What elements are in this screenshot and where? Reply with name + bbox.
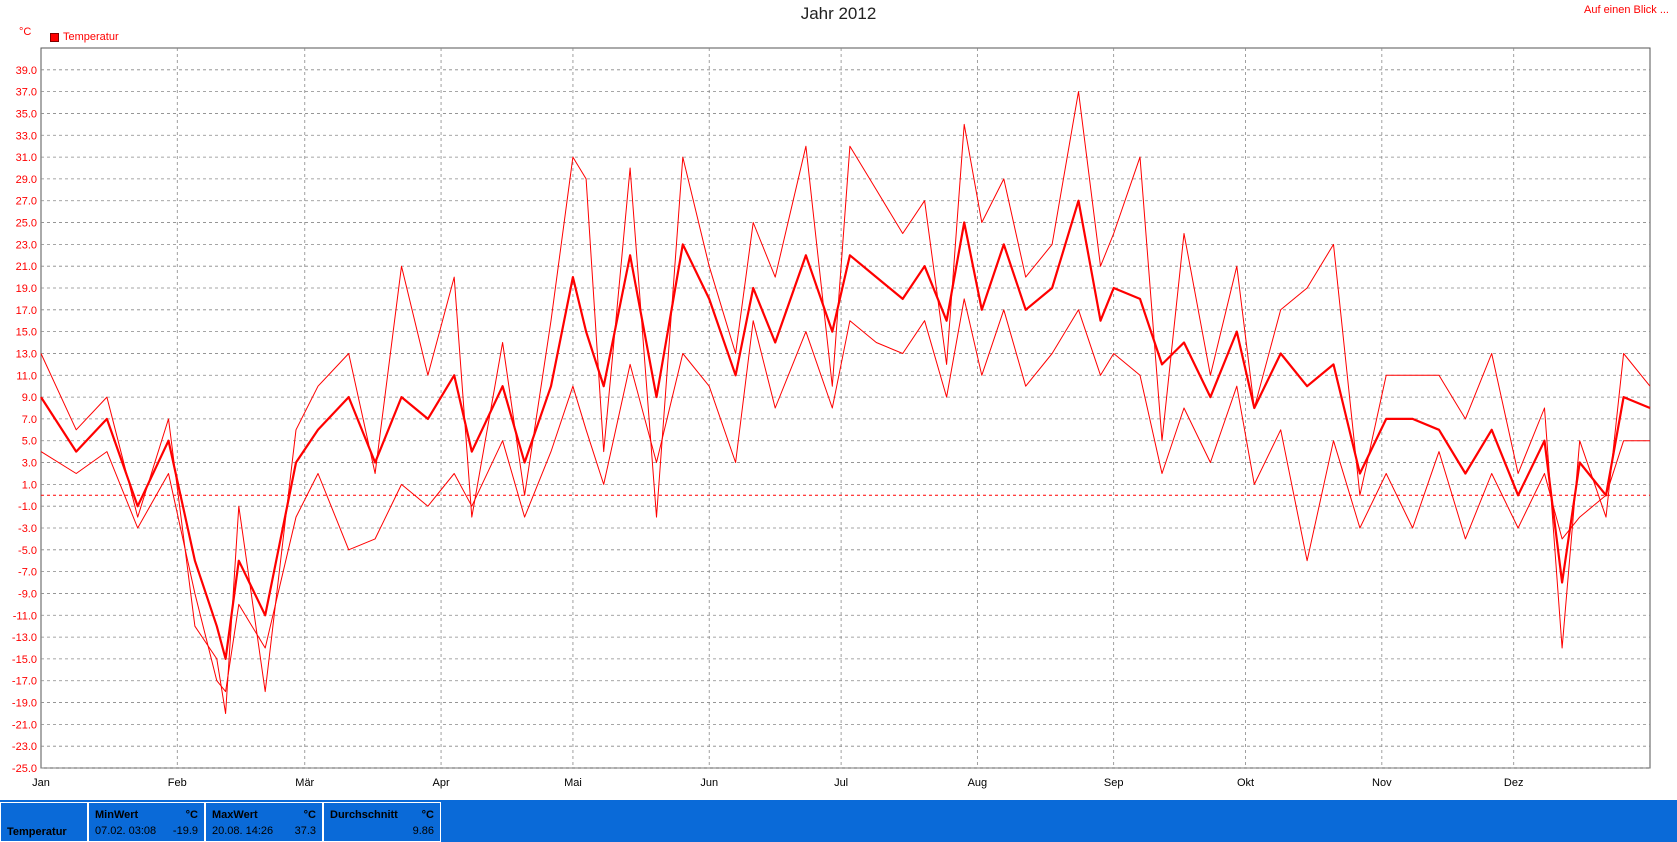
stats-min-value: -19.9 [172,825,198,837]
x-tick-label: Mär [295,777,314,789]
y-tick-label: 17.0 [16,305,37,317]
y-tick-label: -25.0 [12,763,37,775]
y-tick-label: -19.0 [12,698,37,710]
y-tick-label: 35.0 [16,108,37,120]
y-tick-label: 7.0 [22,414,37,426]
y-tick-label: -1.0 [18,501,37,513]
stats-max-time: 20.08. 14:26 [212,825,274,837]
y-tick-label: -9.0 [18,588,37,600]
y-tick-label: 31.0 [16,152,37,164]
y-tick-label: -15.0 [12,654,37,666]
grid-lines [41,48,1650,769]
overview-link[interactable]: Auf einen Blick ... [1584,4,1669,16]
y-tick-label: 23.0 [16,239,37,251]
legend-swatch-icon [50,32,59,42]
chart-title: Jahr 2012 [800,4,877,23]
x-tick-label: Jun [700,777,718,789]
y-tick-label: 5.0 [22,436,37,448]
stats-min-time: 07.02. 03:08 [95,825,157,837]
legend: Temperatur [50,31,119,43]
y-tick-label: 9.0 [22,392,37,404]
y-unit-label: °C [19,26,32,38]
y-tick-label: 39.0 [16,65,37,77]
stats-bar: Temperatur MinWert °C 07.02. 03:08 -19.9… [0,800,1677,842]
stats-series-cell: Temperatur [0,802,88,842]
y-tick-label: -7.0 [18,567,37,579]
x-tick-label: Sep [1104,777,1124,789]
stats-avg-unit: °C [421,809,434,821]
y-tick-label: 19.0 [16,283,37,295]
x-tick-label: Apr [432,777,449,789]
x-axis-ticks: Jan Feb Mär Apr Mai Jun Jul Aug Sep Okt Nov Dez [32,777,1523,789]
temperature-chart: 39.0 37.0 35.0 33.0 31.0 29.0 27.0 25.0 23.0 21.0… [12,47,1651,789]
x-tick-label: Jul [834,777,848,789]
x-tick-label: Feb [168,777,187,789]
plot-area [40,47,1651,769]
y-tick-label: 15.0 [16,327,37,339]
y-tick-label: 27.0 [16,196,37,208]
y-tick-label: -23.0 [12,741,37,753]
y-tick-label: -13.0 [12,632,37,644]
y-tick-label: 29.0 [16,174,37,186]
stats-min-cell: MinWert °C 07.02. 03:08 -19.9 [88,802,205,842]
stats-avg-value: 9.86 [412,825,434,837]
y-tick-label: -21.0 [12,719,37,731]
y-tick-label: -3.0 [18,523,37,535]
stats-max-cell: MaxWert °C 20.08. 14:26 37.3 [205,802,323,842]
y-tick-label: -11.0 [13,610,37,622]
x-tick-label: Mai [564,777,582,789]
stats-avg-label: Durchschnitt [330,809,398,821]
y-tick-label: 33.0 [16,130,37,142]
stats-min-unit: °C [185,809,198,821]
stats-max-label: MaxWert [212,809,258,821]
x-tick-label: Aug [968,777,988,789]
y-tick-label: 11.0 [16,370,37,382]
stats-max-unit: °C [303,809,316,821]
series-lines [40,91,1651,714]
y-tick-label: 13.0 [16,348,37,360]
legend-label: Temperatur [63,31,119,43]
y-tick-label: -5.0 [18,545,37,557]
y-tick-label: 21.0 [16,261,37,273]
y-axis-ticks: 39.0 37.0 35.0 33.0 31.0 29.0 27.0 25.0 23.0 21.0… [12,65,37,775]
y-tick-label: 1.0 [22,479,37,491]
stats-min-label: MinWert [95,809,139,821]
stats-series-name: Temperatur [7,826,67,838]
y-tick-label: 25.0 [16,218,37,230]
series-line-max [40,91,1651,714]
x-tick-label: Jan [32,777,50,789]
y-tick-label: 37.0 [16,87,37,99]
stats-max-value: 37.3 [294,825,316,837]
series-line-mean [40,199,1651,661]
y-tick-label: -17.0 [12,676,37,688]
stats-avg-cell: Durchschnitt °C 9.86 [323,802,441,842]
series-line-min [40,298,1650,693]
x-tick-label: Okt [1237,777,1254,789]
x-tick-label: Nov [1372,777,1392,789]
y-tick-label: 3.0 [22,458,37,470]
x-tick-label: Dez [1504,777,1524,789]
